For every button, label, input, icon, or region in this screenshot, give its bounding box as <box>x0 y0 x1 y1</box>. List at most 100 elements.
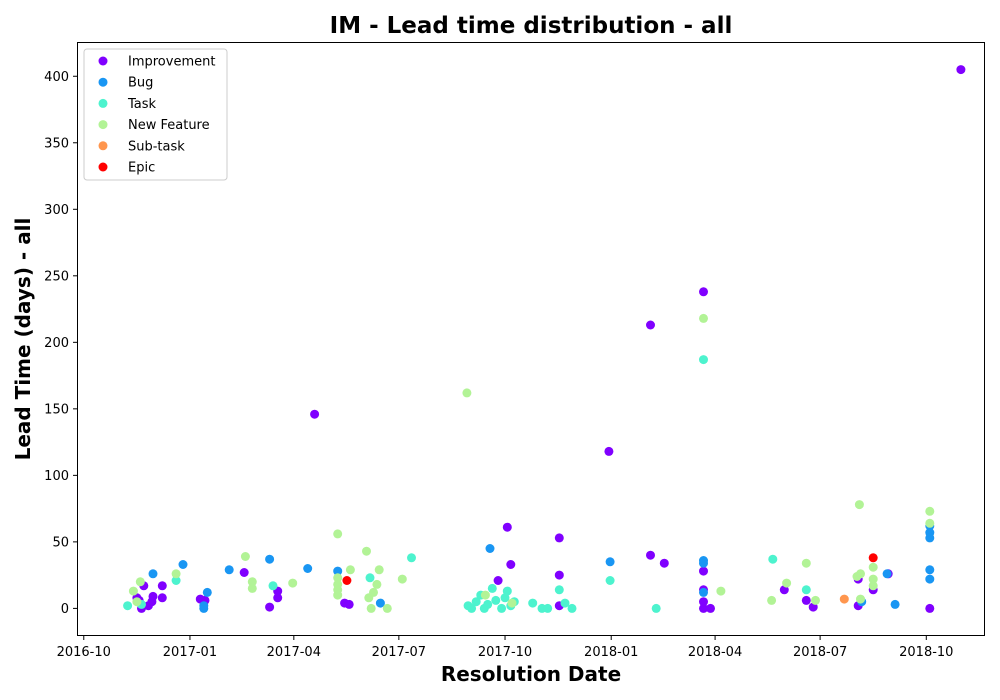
y-tick-label: 100 <box>44 469 69 484</box>
legend-marker <box>98 141 108 151</box>
data-point <box>344 599 354 609</box>
data-point <box>493 576 503 585</box>
data-point <box>375 598 385 608</box>
data-point <box>365 573 375 583</box>
data-point <box>171 576 181 585</box>
data-point <box>265 602 275 612</box>
y-tick-label: 50 <box>52 535 69 550</box>
data-point <box>925 506 935 516</box>
x-tick-label: 2017-01 <box>163 645 217 660</box>
data-point <box>554 585 564 595</box>
y-axis-label: Lead Time (days) - all <box>11 218 35 461</box>
data-point <box>507 598 517 608</box>
data-point <box>288 578 298 588</box>
legend-label: Improvement <box>128 55 215 70</box>
legend-marker <box>98 120 108 130</box>
legend-label: Sub-task <box>128 139 185 154</box>
data-point <box>882 569 892 579</box>
data-point <box>333 590 343 600</box>
data-point <box>956 65 966 75</box>
data-point <box>811 595 820 605</box>
legend-marker <box>98 77 108 87</box>
data-point <box>372 579 382 589</box>
data-point <box>487 583 497 593</box>
data-point <box>239 568 249 577</box>
data-points <box>123 65 966 613</box>
legend-label: Task <box>127 97 157 112</box>
y-tick-label: 250 <box>44 269 69 284</box>
data-point <box>310 409 320 419</box>
x-axis-ticks: 2016-10 2017-01 2017-04 2017-07 2017-10 2018-… <box>57 635 953 660</box>
data-point <box>839 594 849 604</box>
data-point <box>925 565 935 575</box>
data-point <box>132 597 142 607</box>
data-point <box>333 566 343 576</box>
chart-title: IM - Lead time distribution - all <box>330 13 733 39</box>
x-tick-label: 2018-01 <box>584 645 638 660</box>
data-point <box>128 586 138 596</box>
data-point <box>554 533 564 543</box>
y-tick-label: 150 <box>44 402 69 417</box>
data-point <box>856 594 865 604</box>
legend-marker <box>98 98 108 108</box>
data-point <box>699 566 708 576</box>
data-point <box>202 587 212 597</box>
data-point <box>925 603 935 613</box>
data-point <box>467 603 477 613</box>
data-point <box>491 595 501 605</box>
y-axis-ticks: 0 50 100 150 200 250 300 350 400 <box>44 70 78 617</box>
data-point <box>123 601 133 611</box>
data-point <box>890 599 900 609</box>
data-point <box>342 576 352 585</box>
data-point <box>366 603 376 613</box>
data-point <box>333 573 343 583</box>
data-point <box>224 565 234 575</box>
data-point <box>362 546 371 556</box>
legend-label: New Feature <box>128 118 210 133</box>
data-point <box>369 587 378 597</box>
data-point <box>768 554 778 564</box>
x-axis-label: Resolution Date <box>441 662 621 686</box>
data-point <box>148 591 158 601</box>
x-tick-label: 2018-04 <box>688 645 742 660</box>
data-point <box>247 577 257 587</box>
legend-marker <box>98 56 108 66</box>
data-point <box>925 518 935 528</box>
data-point <box>199 601 209 611</box>
data-point <box>868 574 878 584</box>
data-point <box>699 558 708 568</box>
data-point <box>485 544 495 553</box>
x-tick-label: 2017-07 <box>372 645 426 660</box>
data-point <box>554 570 564 580</box>
data-point <box>333 529 343 539</box>
data-point <box>148 569 158 579</box>
data-point <box>868 581 878 591</box>
data-point <box>157 581 167 591</box>
data-point <box>171 569 181 579</box>
data-point <box>767 595 777 605</box>
data-point <box>801 595 811 605</box>
data-point <box>303 564 313 573</box>
data-point <box>506 560 516 569</box>
x-tick-label: 2017-04 <box>267 645 321 660</box>
data-point <box>605 576 615 585</box>
data-point <box>699 587 708 597</box>
data-point <box>646 550 655 560</box>
data-point <box>157 593 167 603</box>
data-point <box>706 603 715 613</box>
data-point <box>699 355 708 365</box>
data-point <box>646 320 655 330</box>
data-point <box>407 553 416 563</box>
data-point <box>716 586 726 596</box>
data-point <box>247 583 257 593</box>
data-point <box>854 500 864 510</box>
x-tick-label: 2016-10 <box>57 645 111 660</box>
data-point <box>502 522 512 532</box>
legend: Improvement Bug Task New Feature Sub-task Epi… <box>83 48 228 181</box>
data-point <box>604 446 614 456</box>
data-point <box>801 558 811 568</box>
data-point <box>345 565 355 575</box>
y-tick-label: 0 <box>61 602 69 617</box>
data-point <box>382 603 392 613</box>
